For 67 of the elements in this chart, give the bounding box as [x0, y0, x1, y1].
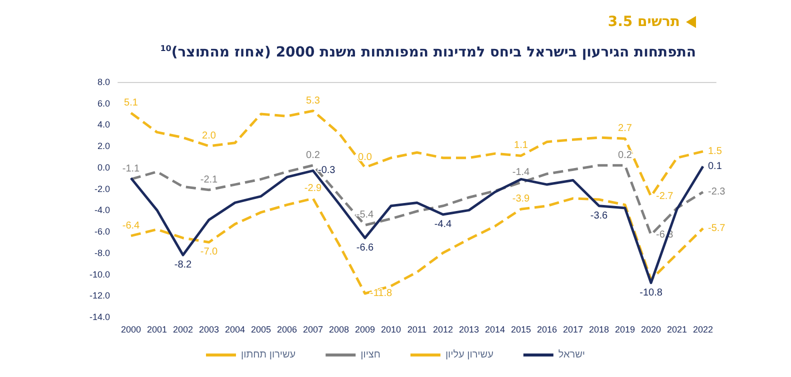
data-label: 0.0 — [358, 152, 372, 163]
x-tick-label: 2013 — [458, 324, 480, 334]
x-tick-label: 2003 — [198, 324, 220, 334]
x-tick-label: 2007 — [302, 324, 324, 334]
x-tick-label: 2008 — [328, 324, 350, 334]
data-label: -3.6 — [590, 210, 608, 222]
data-label: -8.2 — [174, 260, 192, 271]
x-tick-label: 2018 — [588, 324, 610, 334]
y-tick-label: 2.0 — [97, 141, 110, 152]
x-tick-label: 2000 — [120, 324, 142, 334]
data-label: -6.6 — [356, 242, 374, 254]
x-tick-label: 2002 — [172, 324, 194, 334]
legend-label: עשירון תחתון — [240, 350, 296, 360]
y-tick-label: 6.0 — [97, 98, 110, 108]
data-label: -1.4 — [512, 166, 530, 178]
x-tick-label: 2014 — [484, 324, 506, 334]
data-label: 2.7 — [618, 123, 632, 134]
data-label: -2.1 — [200, 174, 218, 186]
data-label: 1.1 — [514, 140, 528, 152]
y-tick-label: -14.0 — [89, 312, 110, 322]
y-tick-label: -2.0 — [94, 184, 110, 194]
y-tick-label: -10.0 — [89, 269, 110, 280]
x-tick-label: 2015 — [510, 324, 532, 334]
data-label: -4.4 — [434, 218, 452, 230]
data-label: -5.7 — [708, 222, 726, 234]
legend-label: חציון — [360, 350, 380, 360]
y-tick-label: -4.0 — [94, 205, 110, 216]
data-label: 0.2 — [618, 150, 632, 161]
data-label: -1.1 — [122, 164, 140, 175]
data-label: 5.3 — [306, 95, 320, 106]
x-tick-label: 2006 — [276, 324, 298, 334]
x-tick-label: 2010 — [380, 324, 402, 334]
x-tick-label: 2012 — [432, 324, 454, 334]
data-label: -7.0 — [200, 246, 218, 258]
y-tick-label: 0.0 — [97, 162, 110, 172]
data-label: 1.5 — [708, 146, 722, 157]
data-label: 0.2 — [306, 150, 320, 161]
data-label: -2.9 — [304, 182, 322, 194]
x-tick-label: 2019 — [614, 324, 636, 334]
y-tick-label: 4.0 — [97, 120, 110, 130]
x-tick-label: 2017 — [562, 324, 584, 334]
x-tick-label: 2016 — [536, 324, 558, 334]
x-tick-label: 2022 — [692, 324, 714, 334]
data-label: -3.9 — [512, 194, 530, 205]
data-label: 0.1 — [708, 160, 722, 172]
y-tick-label: -12.0 — [89, 290, 110, 301]
x-tick-label: 2020 — [640, 324, 662, 334]
data-label: 5.1 — [124, 97, 138, 108]
data-label: -2.7 — [656, 190, 674, 202]
y-tick-label: -8.0 — [94, 248, 110, 258]
data-label: -6.4 — [122, 220, 140, 232]
x-tick-label: 2009 — [354, 324, 376, 334]
y-tick-label: 8.0 — [97, 77, 110, 87]
x-tick-label: 2001 — [146, 324, 168, 334]
x-tick-label: 2004 — [224, 324, 246, 334]
data-label: 2.0 — [202, 130, 216, 142]
legend-label: ישראל — [558, 348, 586, 360]
chart-subtitle: תרשים 3.5 — [608, 14, 680, 30]
x-tick-label: 2011 — [407, 324, 427, 334]
y-tick-label: -6.0 — [94, 226, 110, 237]
data-label: -2.3 — [708, 186, 726, 198]
x-tick-label: 2005 — [250, 324, 272, 334]
legend-label: עשירון עליון — [445, 348, 494, 360]
data-label: -11.8 — [370, 288, 392, 299]
x-tick-label: 2021 — [666, 324, 688, 334]
data-label: -10.8 — [640, 287, 663, 298]
data-label: -0.3 — [318, 165, 336, 176]
